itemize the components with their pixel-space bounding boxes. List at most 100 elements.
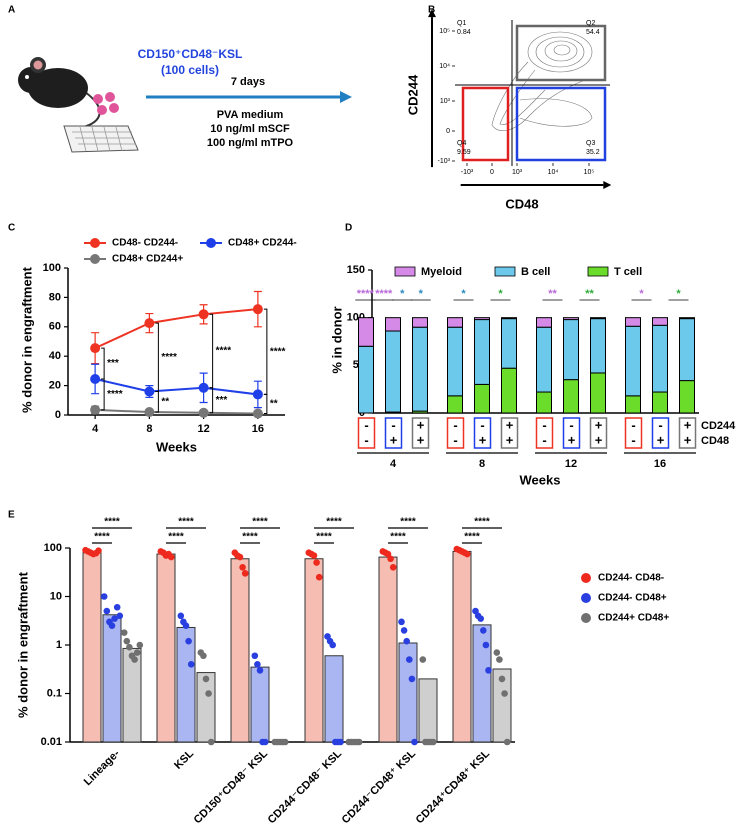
data-point <box>408 675 416 683</box>
mouse-head <box>18 67 44 93</box>
x-tick-label: CD244⁻CD48⁺ KSL <box>340 748 419 827</box>
duration: 7 days <box>231 76 265 88</box>
condition-box <box>589 417 608 449</box>
condition-box <box>651 417 670 449</box>
data-point <box>95 547 102 554</box>
condition-sign: + <box>506 417 514 432</box>
quadrant-name: Q4 <box>457 140 466 147</box>
x-tick-label: CD150⁺CD48⁻ KSL <box>192 748 271 827</box>
significance-label: *** <box>107 358 119 369</box>
significance-label: * <box>461 288 466 300</box>
y-tick-label: 0.01 <box>41 736 62 748</box>
bar-segment <box>679 380 695 414</box>
condition-box <box>473 417 492 449</box>
legend-label: CD244- CD48+ <box>598 593 667 604</box>
legend-label: B cell <box>521 266 550 278</box>
condition-box <box>411 417 430 449</box>
data-point <box>177 612 185 620</box>
bar-segment <box>358 317 374 347</box>
legend-marker <box>581 613 591 623</box>
legend-label: T cell <box>614 266 642 278</box>
condition-sign: + <box>568 432 576 447</box>
panel-label: D <box>345 223 352 234</box>
data-point <box>387 555 394 563</box>
significance-label: * <box>639 288 644 300</box>
condition-box <box>624 417 643 449</box>
x-tick-label: KSL <box>172 747 196 771</box>
data-point <box>400 627 408 634</box>
significance-label: ** <box>585 288 594 300</box>
condition-sign: + <box>390 432 398 447</box>
group-label: 16 <box>654 458 666 470</box>
condition-sign: - <box>542 432 546 447</box>
group-label: 4 <box>390 458 397 470</box>
data-point <box>182 622 190 629</box>
gate-q3 <box>515 86 607 162</box>
series-line <box>94 378 258 396</box>
condition-sign: - <box>453 432 457 447</box>
y-tick-label: 100 <box>43 262 61 274</box>
bar-segment <box>474 317 490 321</box>
significance-bracket <box>263 393 268 415</box>
y-tick-label: 10⁵ <box>439 28 450 35</box>
x-axis-label: CD48 <box>505 196 538 211</box>
data-point <box>403 637 411 645</box>
data-point <box>123 637 131 645</box>
significance-label: **** <box>390 532 406 543</box>
legend-label: CD244+ CD48+ <box>598 613 669 624</box>
cell <box>97 105 107 115</box>
bar-segment <box>679 317 695 320</box>
x-axis-arrow <box>603 181 612 189</box>
bar <box>156 553 176 743</box>
y-axis-label: % in donor <box>329 306 344 373</box>
quadrant-name: Q2 <box>586 20 595 27</box>
cell <box>109 103 119 113</box>
bar-segment <box>625 317 641 327</box>
significance-label: ** <box>270 399 278 410</box>
data-point <box>241 570 249 577</box>
bar <box>122 647 142 743</box>
bar-segment <box>474 319 490 385</box>
panel-label: A <box>8 5 15 16</box>
condition-sign: + <box>417 417 425 432</box>
x-tick-label: Lineage- <box>82 747 123 788</box>
data-point <box>202 675 210 683</box>
y-axis-label: CD244 <box>405 74 420 115</box>
condition-sign: - <box>569 417 573 432</box>
legend-swatch <box>394 266 416 277</box>
condition-sign: + <box>595 432 603 447</box>
bar-segment <box>563 379 579 414</box>
data-point <box>103 607 111 615</box>
condition-sign: + <box>506 432 514 447</box>
quadrant-value: 9.59 <box>457 149 471 156</box>
y-tick-label: 1 <box>56 639 62 651</box>
data-point <box>480 627 487 634</box>
significance-label: **** <box>400 517 416 528</box>
significance-label: * <box>498 288 503 300</box>
data-point <box>185 637 192 645</box>
condition-box <box>357 417 376 449</box>
bar-segment <box>625 325 641 397</box>
condition: PVA medium <box>217 109 284 121</box>
data-point <box>419 656 427 663</box>
x-tick-label: 4 <box>92 423 99 435</box>
data-point <box>406 656 413 663</box>
cell <box>93 94 103 104</box>
data-point <box>200 652 207 660</box>
contour <box>499 69 546 125</box>
condition-row-label: CD48 <box>701 435 729 447</box>
panel-label: C <box>8 223 15 234</box>
y-tick-label: 60 <box>49 321 61 333</box>
significance-label: **** <box>178 517 194 528</box>
bar <box>324 655 344 743</box>
legend-marker <box>581 573 591 583</box>
series-line <box>94 308 258 350</box>
data-point <box>493 649 501 656</box>
data-point <box>252 408 263 419</box>
quadrant-value: 0.84 <box>457 29 471 36</box>
y-tick-label: 80 <box>49 291 61 303</box>
y-tick-label: 10 <box>50 590 62 602</box>
condition-sign: + <box>595 417 603 432</box>
data-point <box>108 622 116 629</box>
cell <box>105 92 115 102</box>
